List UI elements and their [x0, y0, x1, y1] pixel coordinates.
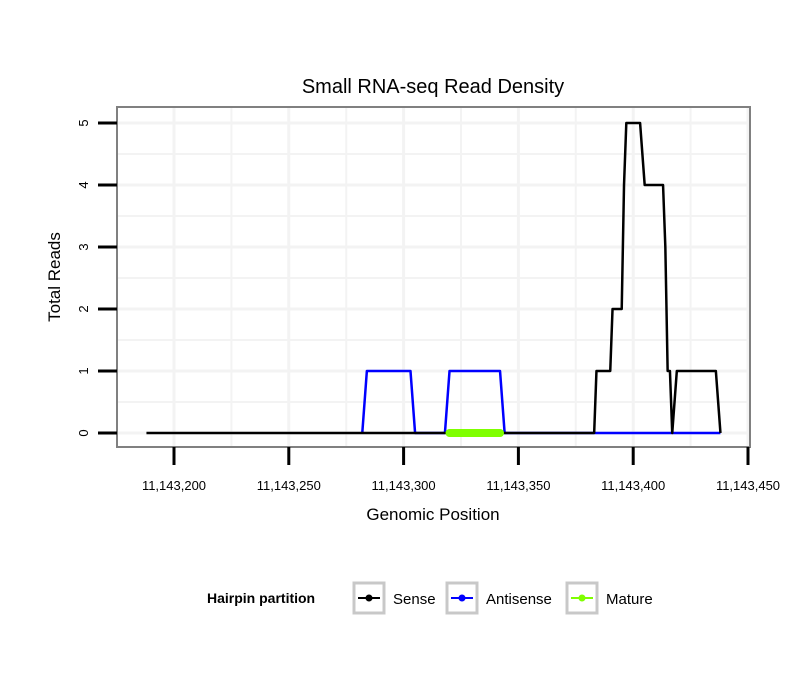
legend: Hairpin partition Sense Antisense Mature: [207, 581, 653, 615]
plot-panel-border: [116, 106, 751, 448]
y-tick-label: 2: [76, 305, 91, 312]
legend-item-antisense: Antisense: [445, 581, 552, 615]
x-tick-label: 11,143,200: [142, 478, 206, 493]
legend-label: Sense: [393, 591, 436, 608]
x-tick-label: 11,143,400: [601, 478, 665, 493]
x-tick-label: 11,143,300: [372, 478, 436, 493]
x-axis-label: Genomic Position: [366, 505, 499, 524]
y-tick-label: 3: [76, 243, 91, 250]
y-tick-label: 1: [76, 367, 91, 374]
legend-title: Hairpin partition: [207, 590, 315, 606]
legend-item-sense: Sense: [352, 581, 436, 615]
x-tick-label: 11,143,350: [486, 478, 550, 493]
chart-title: Small RNA-seq Read Density: [302, 76, 564, 98]
grid: [118, 108, 750, 446]
legend-label: Mature: [606, 591, 653, 608]
legend-key-point: [365, 594, 373, 602]
y-tick-label: 5: [76, 119, 91, 126]
y-axis-label: Total Reads: [45, 232, 64, 322]
y-axis: 0 1 2 3 4 5: [76, 119, 117, 437]
legend-key-point: [578, 594, 586, 602]
y-tick-label: 4: [76, 181, 91, 188]
x-tick-label: 11,143,250: [257, 478, 321, 493]
y-tick-label: 0: [76, 429, 91, 436]
x-tick-label: 11,143,450: [716, 478, 780, 493]
legend-label: Antisense: [486, 591, 552, 608]
series-line-sense: [146, 121, 722, 435]
legend-item-mature: Mature: [565, 581, 653, 615]
x-axis: 11,143,200 11,143,250 11,143,300 11,143,350…: [142, 447, 780, 493]
legend-key-point: [458, 594, 466, 602]
series-lines: [146, 121, 722, 437]
